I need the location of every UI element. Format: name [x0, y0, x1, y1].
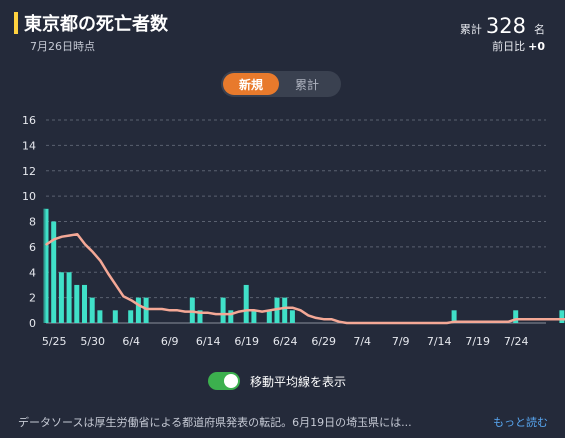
- bar-day-11: [128, 310, 134, 323]
- card-title: 東京都の死亡者数: [24, 14, 168, 35]
- bar-day-53: [451, 310, 457, 323]
- bar-day-6: [89, 297, 95, 323]
- total-row: 累計 328 名: [460, 14, 545, 38]
- moving-average-toggle-label: 移動平均線を表示: [250, 374, 347, 389]
- x-tick-label: 5/25: [42, 335, 67, 348]
- y-tick-label: 14: [22, 139, 36, 152]
- tab-new[interactable]: 新規: [223, 73, 279, 95]
- bar-day-12: [135, 297, 141, 323]
- diff-value: +0: [528, 40, 545, 53]
- moving-average-toggle-row: 移動平均線を表示: [208, 372, 346, 390]
- bar-day-24: [228, 310, 234, 323]
- y-tick-label: 0: [29, 317, 36, 330]
- data-source-note: データソースは厚生労働省による都道府県発表の転記。6月19日の埼玉県には...: [18, 416, 412, 429]
- as-of-date: 7月26日時点: [30, 40, 95, 53]
- y-tick-label: 10: [22, 190, 36, 203]
- diff-label: 前日比: [492, 40, 526, 53]
- bar-day-29: [266, 310, 272, 323]
- x-tick-label: 6/9: [161, 335, 179, 348]
- deaths-chart: 0 2 4 6 8 10 12 14 16 5/25 5/30 6/4 6/9 6/14 6/19 6/24 6…: [22, 114, 565, 348]
- bar-day-0: [43, 208, 49, 323]
- bar-edge-shade: [43, 208, 46, 323]
- bar-day-61: [513, 310, 519, 323]
- bar-day-31: [282, 297, 288, 323]
- diff-row: 前日比 +0: [460, 38, 545, 54]
- bar-day-27: [251, 310, 257, 323]
- x-tick-label: 7/19: [465, 335, 490, 348]
- bar-day-20: [197, 310, 203, 323]
- bar-day-9: [112, 310, 118, 323]
- bar-day-32: [289, 310, 295, 323]
- x-tick-label: 7/4: [353, 335, 371, 348]
- x-tick-label: 7/14: [427, 335, 452, 348]
- x-tick-label: 6/24: [273, 335, 298, 348]
- bar-day-3: [66, 272, 72, 323]
- title-accent-bar: [14, 12, 18, 34]
- bar-day-19: [189, 297, 195, 323]
- moving-average-line: [45, 232, 565, 325]
- bar-day-7: [97, 310, 103, 323]
- y-tick-label: 2: [29, 292, 36, 305]
- x-tick-label: 6/19: [234, 335, 259, 348]
- moving-average-toggle[interactable]: [208, 372, 240, 390]
- tab-cumulative[interactable]: 累計: [294, 77, 319, 92]
- footer: データソースは厚生労働省による都道府県発表の転記。6月19日の埼玉県には... …: [18, 414, 548, 430]
- y-tick-label: 4: [29, 266, 36, 279]
- bar-day-26: [243, 284, 249, 323]
- x-tick-label: 6/14: [196, 335, 221, 348]
- bar-day-2: [58, 272, 64, 323]
- y-tick-label: 16: [22, 114, 36, 127]
- read-more-link[interactable]: もっと読む: [493, 416, 548, 429]
- total-unit: 名: [534, 23, 545, 36]
- x-tick-label: 5/30: [80, 335, 105, 348]
- bar-day-1: [51, 221, 57, 323]
- x-tick-label: 6/29: [311, 335, 336, 348]
- view-tabs: 新規 累計: [221, 71, 341, 97]
- x-tick-label: 7/24: [504, 335, 529, 348]
- total-label: 累計: [459, 23, 482, 36]
- y-tick-label: 12: [22, 165, 36, 178]
- bar-day-5: [82, 284, 87, 323]
- bar-day-13: [143, 297, 149, 323]
- total-value: 328: [485, 14, 526, 38]
- y-tick-label: 8: [29, 216, 36, 229]
- toggle-knob: [224, 374, 238, 388]
- bar-day-67: [559, 310, 565, 323]
- x-tick-label: 7/9: [392, 335, 410, 348]
- y-tick-label: 6: [29, 241, 36, 254]
- bar-day-4: [74, 284, 80, 323]
- x-tick-label: 6/4: [122, 335, 140, 348]
- bar-day-23: [220, 297, 226, 323]
- total-summary: 累計 328 名 前日比 +0: [460, 14, 545, 54]
